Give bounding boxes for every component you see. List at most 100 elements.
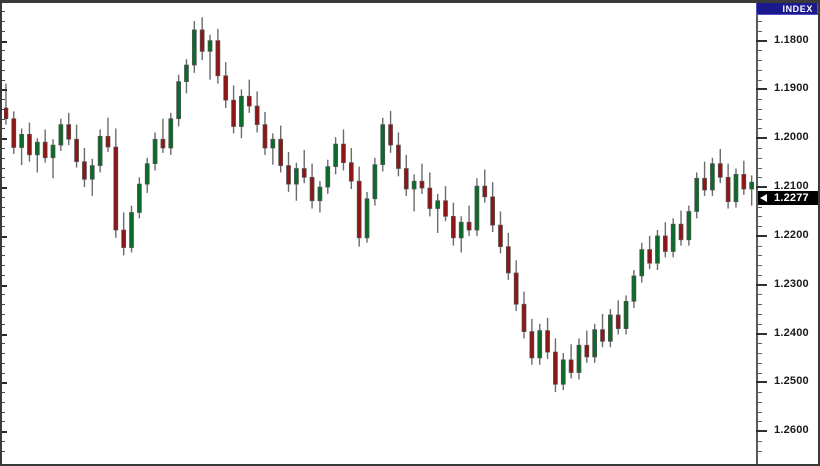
candlestick xyxy=(184,59,189,94)
price-tick-major xyxy=(756,137,767,140)
candlestick xyxy=(89,158,95,196)
left-tick-minor xyxy=(0,70,5,71)
price-tick-minor xyxy=(756,343,762,344)
candle-body-down xyxy=(262,124,268,149)
price-tick-minor xyxy=(756,216,762,217)
candlestick xyxy=(647,235,652,270)
candlestick xyxy=(191,21,197,73)
left-tick-minor xyxy=(0,255,5,256)
price-label: 1.2500 xyxy=(774,375,809,388)
candlestick-plot-area[interactable] xyxy=(4,4,756,460)
left-tick-minor xyxy=(0,373,5,374)
price-tick-minor xyxy=(756,441,762,442)
price-tick-minor xyxy=(756,158,762,159)
candle-wick xyxy=(413,174,415,212)
left-tick-minor xyxy=(0,353,5,354)
candlestick xyxy=(176,74,181,127)
candlestick xyxy=(388,110,393,153)
candle-wick xyxy=(36,138,39,173)
price-tick-minor xyxy=(756,119,762,120)
candlestick xyxy=(568,344,574,379)
candle-body-up xyxy=(129,212,134,248)
price-label: 1.2000 xyxy=(774,131,809,144)
index-header-label: INDEX xyxy=(782,4,813,14)
candlestick xyxy=(215,28,221,84)
candlestick xyxy=(443,186,448,222)
candlestick xyxy=(333,137,338,175)
candlestick xyxy=(317,181,323,213)
left-tick-major xyxy=(0,285,7,287)
candle-body-down xyxy=(254,105,260,125)
left-tick-minor xyxy=(0,60,5,61)
left-tick-minor xyxy=(0,216,5,217)
left-tick-major xyxy=(0,41,7,43)
candle-body-down xyxy=(113,146,119,231)
price-tick-minor xyxy=(756,353,762,354)
candlestick xyxy=(254,91,260,133)
left-tick-major xyxy=(0,187,7,189)
candlestick xyxy=(207,34,213,80)
price-tick-minor xyxy=(756,265,762,266)
candle-body-up xyxy=(325,166,331,188)
price-tick-minor xyxy=(756,255,762,256)
candle-body-up xyxy=(380,124,386,165)
left-tick-minor xyxy=(0,363,5,364)
candlestick xyxy=(42,129,48,163)
candlestick xyxy=(529,318,535,365)
candle-wick xyxy=(436,193,439,233)
candle-body-down xyxy=(741,174,747,190)
candle-body-down xyxy=(278,138,284,166)
price-label: 1.1800 xyxy=(774,33,809,46)
candlestick xyxy=(592,323,598,363)
candle-body-up xyxy=(686,211,692,241)
candlestick xyxy=(553,338,558,393)
candlestick xyxy=(710,157,715,196)
price-scale[interactable]: 1.2600 1.2500 1.2400 1.2300 1.2200 1.2100 1.20… xyxy=(756,0,820,466)
candlestick xyxy=(199,17,205,61)
price-label: 1.2200 xyxy=(774,228,809,241)
left-tick-minor xyxy=(0,21,5,22)
left-tick-major xyxy=(0,138,7,140)
candlestick xyxy=(670,218,676,258)
candle-body-down xyxy=(553,351,558,385)
candle-body-down xyxy=(717,163,723,178)
candle-wick xyxy=(162,118,164,153)
candle-body-down xyxy=(341,143,346,164)
price-axis-line xyxy=(756,2,758,464)
left-tick-major xyxy=(0,382,7,384)
candle-body-up xyxy=(144,163,150,185)
candle-body-down xyxy=(498,224,503,247)
left-tick-minor xyxy=(0,392,5,393)
candle-body-up xyxy=(733,174,739,203)
left-tick-minor xyxy=(0,324,5,325)
candlestick-series xyxy=(4,17,755,393)
candle-body-up xyxy=(50,144,56,159)
candlestick xyxy=(521,291,527,339)
candle-body-down xyxy=(4,107,9,120)
candle-body-up xyxy=(576,344,582,373)
left-tick-minor xyxy=(0,314,5,315)
left-tick-minor xyxy=(0,158,5,159)
candle-body-up xyxy=(364,198,370,239)
candlestick xyxy=(490,182,495,232)
candlestick xyxy=(608,309,613,348)
candle-body-up xyxy=(89,165,95,180)
price-tick-major xyxy=(756,332,767,335)
candlestick xyxy=(27,122,32,162)
candle-body-down xyxy=(521,303,527,332)
candle-body-down xyxy=(396,144,401,169)
left-tick-minor xyxy=(0,304,5,305)
candle-body-up xyxy=(239,95,244,127)
candle-body-up xyxy=(537,330,543,359)
candlestick xyxy=(419,163,425,194)
left-tick-minor xyxy=(0,207,5,208)
price-label: 1.2400 xyxy=(774,326,809,339)
candlestick xyxy=(584,330,590,363)
candlestick xyxy=(576,338,582,380)
current-price-tag[interactable]: 1.2277 xyxy=(758,191,820,206)
candlestick xyxy=(733,168,739,208)
candle-body-down xyxy=(246,95,252,107)
candle-body-down xyxy=(309,176,315,202)
price-tick-major xyxy=(756,88,767,91)
candle-body-up xyxy=(294,168,299,185)
